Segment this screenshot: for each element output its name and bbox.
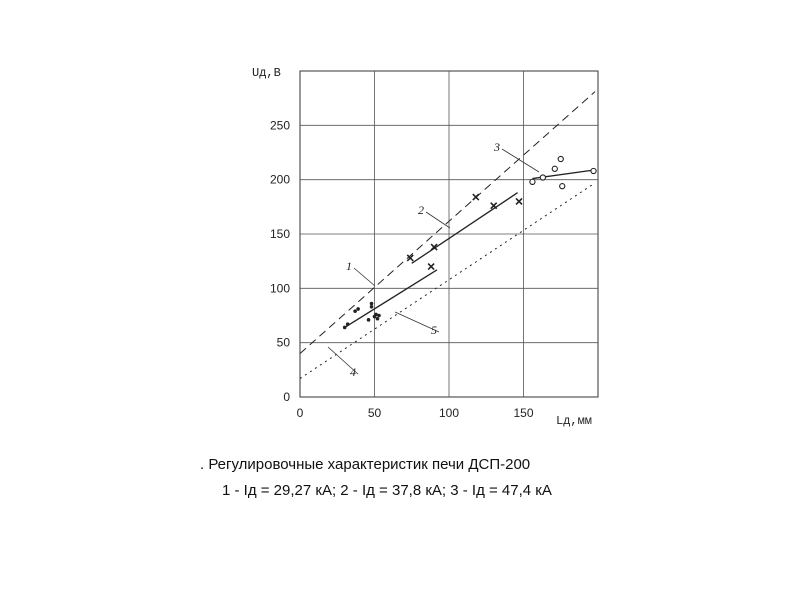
- point-curve-1: [369, 305, 374, 309]
- point-curve-1: [374, 312, 378, 317]
- point-curve-1: [353, 309, 357, 313]
- leader-line-4: [327, 346, 359, 375]
- point-curve-1: [375, 316, 380, 321]
- point-curve-1: [342, 325, 347, 330]
- leader-line-2: [425, 211, 451, 229]
- point-curve-1: [356, 307, 360, 311]
- x-tick-label: 150: [513, 406, 533, 420]
- point-curve-2: [472, 193, 480, 201]
- curve-1: [344, 269, 438, 329]
- curve-label-1: 1: [346, 259, 352, 273]
- point-curve-2: [427, 263, 435, 271]
- curves: [299, 91, 596, 379]
- curve-label-3: 3: [493, 140, 500, 154]
- y-tick-label: 150: [270, 227, 290, 241]
- leader-line-5: [394, 311, 440, 333]
- curve-labels: 12345: [327, 140, 540, 379]
- grid: [299, 70, 599, 398]
- leader-line-1: [353, 267, 376, 287]
- tick-labels: 0 50 100 150 0 50 100 150 200 250: [270, 118, 534, 420]
- x-tick-label: 0: [297, 406, 304, 420]
- point-curve-2: [430, 243, 438, 251]
- y-tick-label: 100: [270, 281, 290, 295]
- x-tick-label: 100: [439, 406, 459, 420]
- y-tick-label: 200: [270, 173, 290, 187]
- point-curve-1: [377, 313, 381, 318]
- point-curve-3: [557, 155, 564, 163]
- leader-line-3: [501, 148, 540, 173]
- curve-label-4: 4: [350, 365, 356, 379]
- point-curve-1: [345, 322, 350, 326]
- point-curve-2: [515, 197, 523, 205]
- point-curve-2: [490, 202, 498, 210]
- y-tick-label: 250: [270, 118, 290, 132]
- curve-4: [299, 91, 596, 354]
- point-curve-3: [551, 165, 558, 172]
- y-axis-label: Uд,В: [252, 66, 281, 80]
- data-points: [342, 155, 597, 330]
- point-curve-3: [529, 178, 536, 185]
- point-curve-3: [590, 167, 597, 175]
- curve-2: [411, 192, 518, 264]
- curve-label-2: 2: [418, 203, 424, 217]
- y-tick-label: 0: [283, 390, 290, 404]
- caption-legend: 1 - Iд = 29,27 кА; 2 - Iд = 37,8 кА; 3 -…: [222, 482, 552, 499]
- x-axis-label: Lд,мм: [556, 414, 592, 428]
- caption-title: . Регулировочные характеристик печи ДСП-…: [200, 456, 531, 473]
- y-tick-label: 50: [277, 336, 291, 350]
- point-curve-1: [366, 318, 371, 322]
- point-curve-1: [369, 301, 374, 306]
- x-tick-label: 50: [368, 406, 382, 420]
- curve-5: [299, 182, 596, 379]
- point-curve-2: [406, 254, 414, 262]
- point-curve-3: [559, 183, 566, 190]
- point-curve-3: [539, 174, 547, 181]
